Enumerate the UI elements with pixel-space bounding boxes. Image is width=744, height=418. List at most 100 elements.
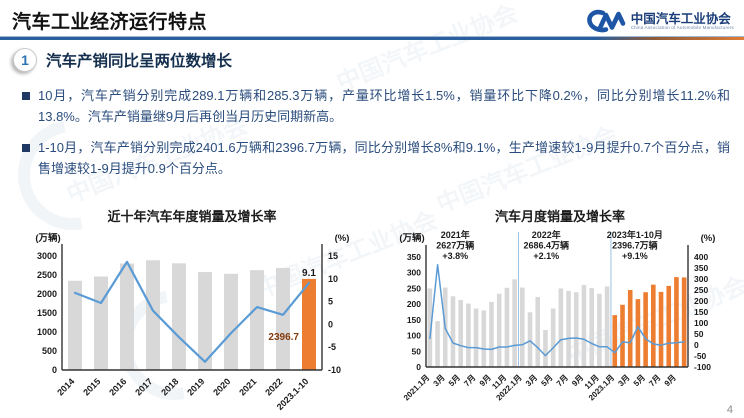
bullet-item: 1-10月，汽车产销分别完成2401.6万辆和2396.7万辆，同比分别增长8%…	[22, 138, 730, 179]
svg-text:-10: -10	[328, 365, 341, 375]
svg-text:3月: 3月	[432, 373, 447, 388]
svg-text:0: 0	[328, 319, 333, 329]
svg-text:-50: -50	[694, 351, 707, 361]
y-axis-tick-labels: 050100150200250300350-100-50050100150200…	[407, 252, 711, 372]
svg-text:2396.7万辆: 2396.7万辆	[612, 240, 658, 251]
svg-text:+2.1%: +2.1%	[533, 251, 559, 261]
svg-text:400: 400	[694, 252, 708, 262]
watermark-text: 中国汽车工业协会	[333, 0, 522, 97]
svg-text:300: 300	[694, 274, 708, 284]
bullet-item: 10月，汽车产销分别完成289.1万辆和285.3万辆，产量环比增长1.5%，销…	[22, 86, 730, 127]
bullet-square-icon	[22, 144, 30, 153]
svg-text:(万辆): (万辆)	[35, 232, 60, 244]
svg-text:2018: 2018	[159, 376, 180, 397]
svg-text:15: 15	[328, 251, 338, 261]
svg-text:0: 0	[52, 365, 57, 375]
bullet-list: 10月，汽车产销分别完成289.1万辆和285.3万辆，产量环比增长1.5%，销…	[22, 86, 730, 190]
svg-text:350: 350	[407, 252, 421, 262]
logo-name-cn: 中国汽车工业协会	[630, 11, 731, 26]
svg-text:2017: 2017	[133, 376, 154, 397]
svg-text:250: 250	[407, 283, 421, 293]
svg-text:500: 500	[42, 346, 57, 356]
annual-sales-chart: 近十年汽车年度销量及增长率 0 500 1000 1500 2000 2500 3000 -1…	[14, 206, 370, 412]
svg-text:200: 200	[694, 296, 708, 306]
svg-text:(%): (%)	[701, 233, 716, 244]
svg-text:2014: 2014	[55, 376, 76, 397]
bullet-text: 10月，汽车产销分别完成289.1万辆和285.3万辆，产量环比增长1.5%，销…	[38, 88, 730, 124]
svg-text:2020: 2020	[211, 376, 232, 397]
svg-text:2021年: 2021年	[441, 229, 470, 240]
svg-text:2686.4万辆: 2686.4万辆	[523, 240, 569, 251]
section-row: 1 汽车产销同比呈两位数增长	[13, 48, 232, 72]
svg-text:(万辆): (万辆)	[399, 232, 424, 244]
bars-series	[68, 260, 316, 370]
bars-series	[427, 277, 687, 367]
svg-text:3月: 3月	[524, 373, 539, 388]
svg-text:1500: 1500	[37, 308, 57, 318]
axes	[61, 244, 323, 371]
annual-chart-plot: 050010001500200025003000-10-5051015(万辆)(…	[35, 232, 349, 412]
page-number: 4	[726, 404, 733, 416]
svg-text:2500: 2500	[37, 270, 57, 280]
svg-text:-5: -5	[328, 342, 336, 352]
monthly-chart-plot: 050100150200250300350-100-50050100150200…	[399, 229, 715, 402]
svg-text:(%): (%)	[335, 233, 350, 244]
svg-text:2021: 2021	[237, 376, 258, 397]
axes	[425, 245, 689, 368]
svg-text:-100: -100	[694, 362, 711, 372]
growth-line-series	[429, 263, 685, 357]
svg-text:5: 5	[328, 297, 333, 307]
section-number-badge: 1	[13, 48, 37, 72]
svg-text:3000: 3000	[37, 251, 57, 261]
svg-text:10: 10	[328, 274, 338, 284]
caam-logo-icon	[586, 9, 625, 33]
svg-text:2016: 2016	[107, 376, 128, 397]
svg-text:2000: 2000	[37, 289, 57, 299]
svg-text:3月: 3月	[616, 373, 631, 388]
svg-text:2015: 2015	[81, 376, 102, 397]
svg-text:7月: 7月	[555, 373, 570, 388]
svg-text:5月: 5月	[447, 373, 462, 388]
svg-text:2627万辆: 2627万辆	[436, 240, 474, 251]
growth-line-series	[73, 260, 311, 363]
axis-unit-labels: (万辆) (%)	[35, 232, 349, 244]
svg-text:100: 100	[694, 318, 708, 328]
page-title: 汽车工业经济运行特点	[12, 12, 208, 33]
svg-text:2021.1月: 2021.1月	[402, 373, 431, 402]
axis-unit-labels: (万辆) (%)	[399, 232, 715, 244]
svg-text:200: 200	[407, 299, 421, 309]
svg-text:250: 250	[694, 285, 708, 295]
svg-text:7月: 7月	[647, 373, 662, 388]
svg-text:2022年: 2022年	[532, 229, 561, 240]
y-axis-tick-labels: 0 500 1000 1500 2000 2500 3000 -10 -5 0 5 10 15	[37, 251, 341, 375]
svg-text:9月: 9月	[663, 373, 678, 388]
svg-text:100: 100	[407, 331, 421, 341]
annual-chart-title: 近十年汽车年度销量及增长率	[107, 209, 277, 224]
bar-value-label: 2396.7	[268, 332, 299, 343]
bullet-text: 1-10月，汽车产销分别完成2401.6万辆和2396.7万辆，同比分别增长8%…	[38, 140, 730, 176]
svg-text:50: 50	[694, 329, 704, 339]
logo-name-en: China Association of Automobile Manufact…	[630, 25, 734, 31]
monthly-sales-chart: 汽车月度销量及增长率 0 50 100 150 200 250 300 350 -100 -50 0…	[382, 206, 738, 412]
x-axis-tick-labels: 2014 2015 2016 2017 2018 2019 2020 2021 20222023…	[55, 376, 310, 412]
svg-text:1000: 1000	[37, 327, 57, 337]
svg-text:5月: 5月	[539, 373, 554, 388]
svg-text:150: 150	[694, 307, 708, 317]
svg-text:2019: 2019	[185, 376, 206, 397]
caam-logo: 中国汽车工业协会 China Association of Automobile…	[586, 8, 734, 36]
svg-text:+3.8%: +3.8%	[442, 251, 468, 261]
header-divider	[0, 36, 744, 40]
svg-text:7月: 7月	[462, 373, 477, 388]
svg-text:5月: 5月	[632, 373, 647, 388]
bullet-square-icon	[22, 92, 30, 100]
svg-text:+9.1%: +9.1%	[622, 251, 648, 261]
svg-text:350: 350	[694, 263, 708, 273]
line-point-label: 9.1	[302, 268, 316, 279]
svg-text:300: 300	[407, 268, 421, 278]
monthly-chart-title: 汽车月度销量及增长率	[494, 209, 625, 224]
svg-text:150: 150	[407, 315, 421, 325]
section-heading: 汽车产销同比呈两位数增长	[46, 53, 233, 70]
